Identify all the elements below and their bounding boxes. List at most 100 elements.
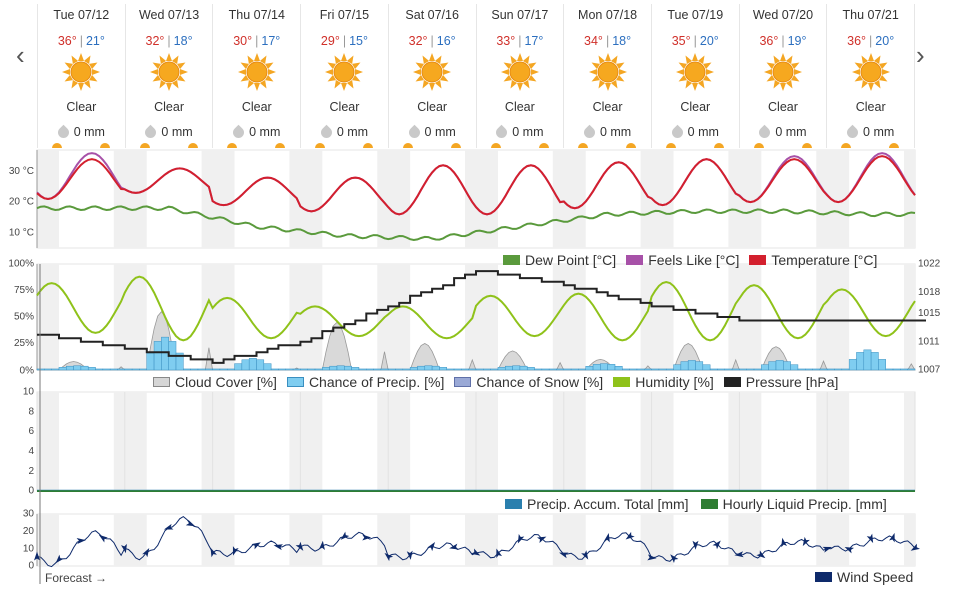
low-temp: 15°: [349, 34, 368, 48]
chance-precip-bar: [497, 367, 506, 371]
precip-legend: Precip. Accum. Total [mm] Hourly Liquid …: [505, 496, 887, 512]
night-band: [377, 264, 411, 370]
temperature-label: Temperature [°C]: [771, 252, 878, 268]
day-column[interactable]: Tue 07/12 36° | 21° Clear 0 mm: [37, 4, 126, 148]
night-band: [289, 514, 323, 566]
night-band: [465, 150, 498, 248]
next-days-button[interactable]: ›: [916, 40, 925, 70]
chance-precip-bar: [161, 336, 169, 371]
night-band: [113, 150, 147, 248]
wind-direction-arrow: [427, 542, 436, 552]
precip-tick-label: 0: [28, 486, 34, 497]
chance-precip-bar: [102, 368, 111, 371]
day-column[interactable]: Wed 07/20 36° | 19° Clear 0 mm: [740, 4, 828, 148]
temp-separator: |: [79, 34, 83, 48]
day-column[interactable]: Sat 07/16 32° | 16° Clear 0 mm: [389, 4, 477, 148]
chance-precip-bar: [783, 361, 791, 371]
chance-precip-bar: [402, 368, 411, 371]
dew-point-line: [36, 205, 916, 242]
chance-precip-bar: [900, 368, 908, 371]
temp-tick-label: 30 °C: [9, 166, 34, 177]
chance-precip-bar: [475, 368, 484, 371]
temp-separator: |: [605, 34, 610, 48]
day-temps: 36° | 21°: [38, 34, 125, 50]
day-temps: 30° | 17°: [213, 34, 300, 50]
wind-speed-label: Wind Speed: [837, 569, 914, 585]
night-band: [640, 264, 674, 370]
day-column[interactable]: Fri 07/15 29° | 15° Clear 0 mm: [301, 4, 389, 148]
forecast-marker-label: Forecast →: [45, 571, 108, 585]
day-date: Wed 07/13: [138, 8, 200, 22]
day-column[interactable]: Mon 07/18 34° | 18° Clear 0 mm: [564, 4, 652, 148]
sunrise-marker: [665, 143, 676, 148]
precip-amount: 0 mm: [775, 125, 807, 139]
precip-tick-label: 10: [23, 387, 35, 398]
chance-precip-bar: [695, 361, 704, 371]
temp-separator: |: [693, 34, 697, 48]
chance-precip-bar: [775, 360, 784, 371]
chance-precip-bar: [446, 368, 455, 371]
night-band: [201, 392, 235, 491]
chance-precip-bar: [892, 368, 901, 371]
day-column[interactable]: Thu 07/21 36° | 20° Clear 0 mm: [827, 4, 916, 148]
sun-icon: [301, 52, 388, 97]
chance-precip-bar: [322, 367, 330, 371]
previous-days-button[interactable]: ‹: [16, 40, 25, 70]
temp-separator: |: [342, 34, 347, 48]
wind-direction-arrow: [121, 543, 127, 554]
day-precip: 0 mm: [213, 124, 300, 140]
chance-precip-bar: [431, 365, 440, 371]
night-band: [904, 150, 915, 248]
day-temps: 32° | 18°: [126, 34, 213, 50]
chance-precip-bar: [673, 364, 682, 371]
chance-precip-bar: [644, 368, 652, 371]
sun-icon: [389, 52, 476, 97]
night-band: [816, 514, 850, 566]
chance-precip-bar: [124, 368, 133, 371]
wind-direction-arrow: [362, 534, 372, 541]
wind-tick-label: 10: [23, 543, 35, 554]
wind-direction-arrow: [55, 554, 64, 564]
chance-precip-bar: [790, 364, 799, 371]
day-temps: 34° | 18°: [564, 34, 651, 50]
sunset-marker: [187, 143, 198, 148]
wind-direction-arrow: [384, 552, 394, 562]
high-temp: 33°: [496, 34, 516, 48]
wind-direction-arrow: [98, 534, 108, 543]
chance-precip-bar: [702, 364, 711, 371]
sun-icon: [38, 52, 125, 97]
day-column[interactable]: Wed 07/13 32° | 18° Clear 0 mm: [126, 4, 214, 148]
humidity-line: [36, 275, 916, 342]
chance-precip-bar: [505, 365, 513, 371]
sunset-marker: [275, 143, 286, 148]
humidity-tick-label: 0%: [20, 366, 35, 377]
night-band: [465, 264, 498, 370]
night-band: [728, 264, 762, 370]
chance-precip-swatch: [286, 377, 304, 387]
night-band: [113, 514, 147, 566]
chance-precip-bar: [175, 352, 184, 371]
chart-frame-wind: [36, 513, 916, 567]
day-column[interactable]: Sun 07/17 33° | 17° Clear 0 mm: [477, 4, 565, 148]
precip-amount: 0 mm: [161, 125, 193, 139]
temperature-line: [36, 155, 916, 216]
chance-precip-bar: [329, 365, 338, 371]
day-temps: 35° | 20°: [652, 34, 739, 50]
precip-tick-label: 6: [28, 426, 34, 437]
night-band: [640, 392, 674, 491]
precip-amount: 0 mm: [336, 125, 369, 139]
wind-direction-arrow: [295, 541, 304, 551]
day-column[interactable]: Thu 07/14 30° | 17° Clear 0 mm: [213, 4, 302, 148]
wind-direction-arrow: [185, 519, 196, 527]
day-condition: Clear: [66, 100, 97, 114]
chance-precip-label: Chance of Precip. [%]: [308, 374, 445, 390]
raindrop-icon: [493, 124, 510, 140]
night-band: [552, 514, 586, 566]
temp-separator: |: [167, 34, 171, 48]
dew-point-label: Dew Point [°C]: [525, 252, 617, 268]
precipitation-chart: [37, 489, 915, 492]
chance-precip-bar: [797, 368, 806, 371]
day-column[interactable]: Tue 07/19 35° | 20° Clear 0 mm: [652, 4, 740, 148]
chance-precip-bar: [870, 352, 879, 371]
night-band: [904, 264, 915, 370]
